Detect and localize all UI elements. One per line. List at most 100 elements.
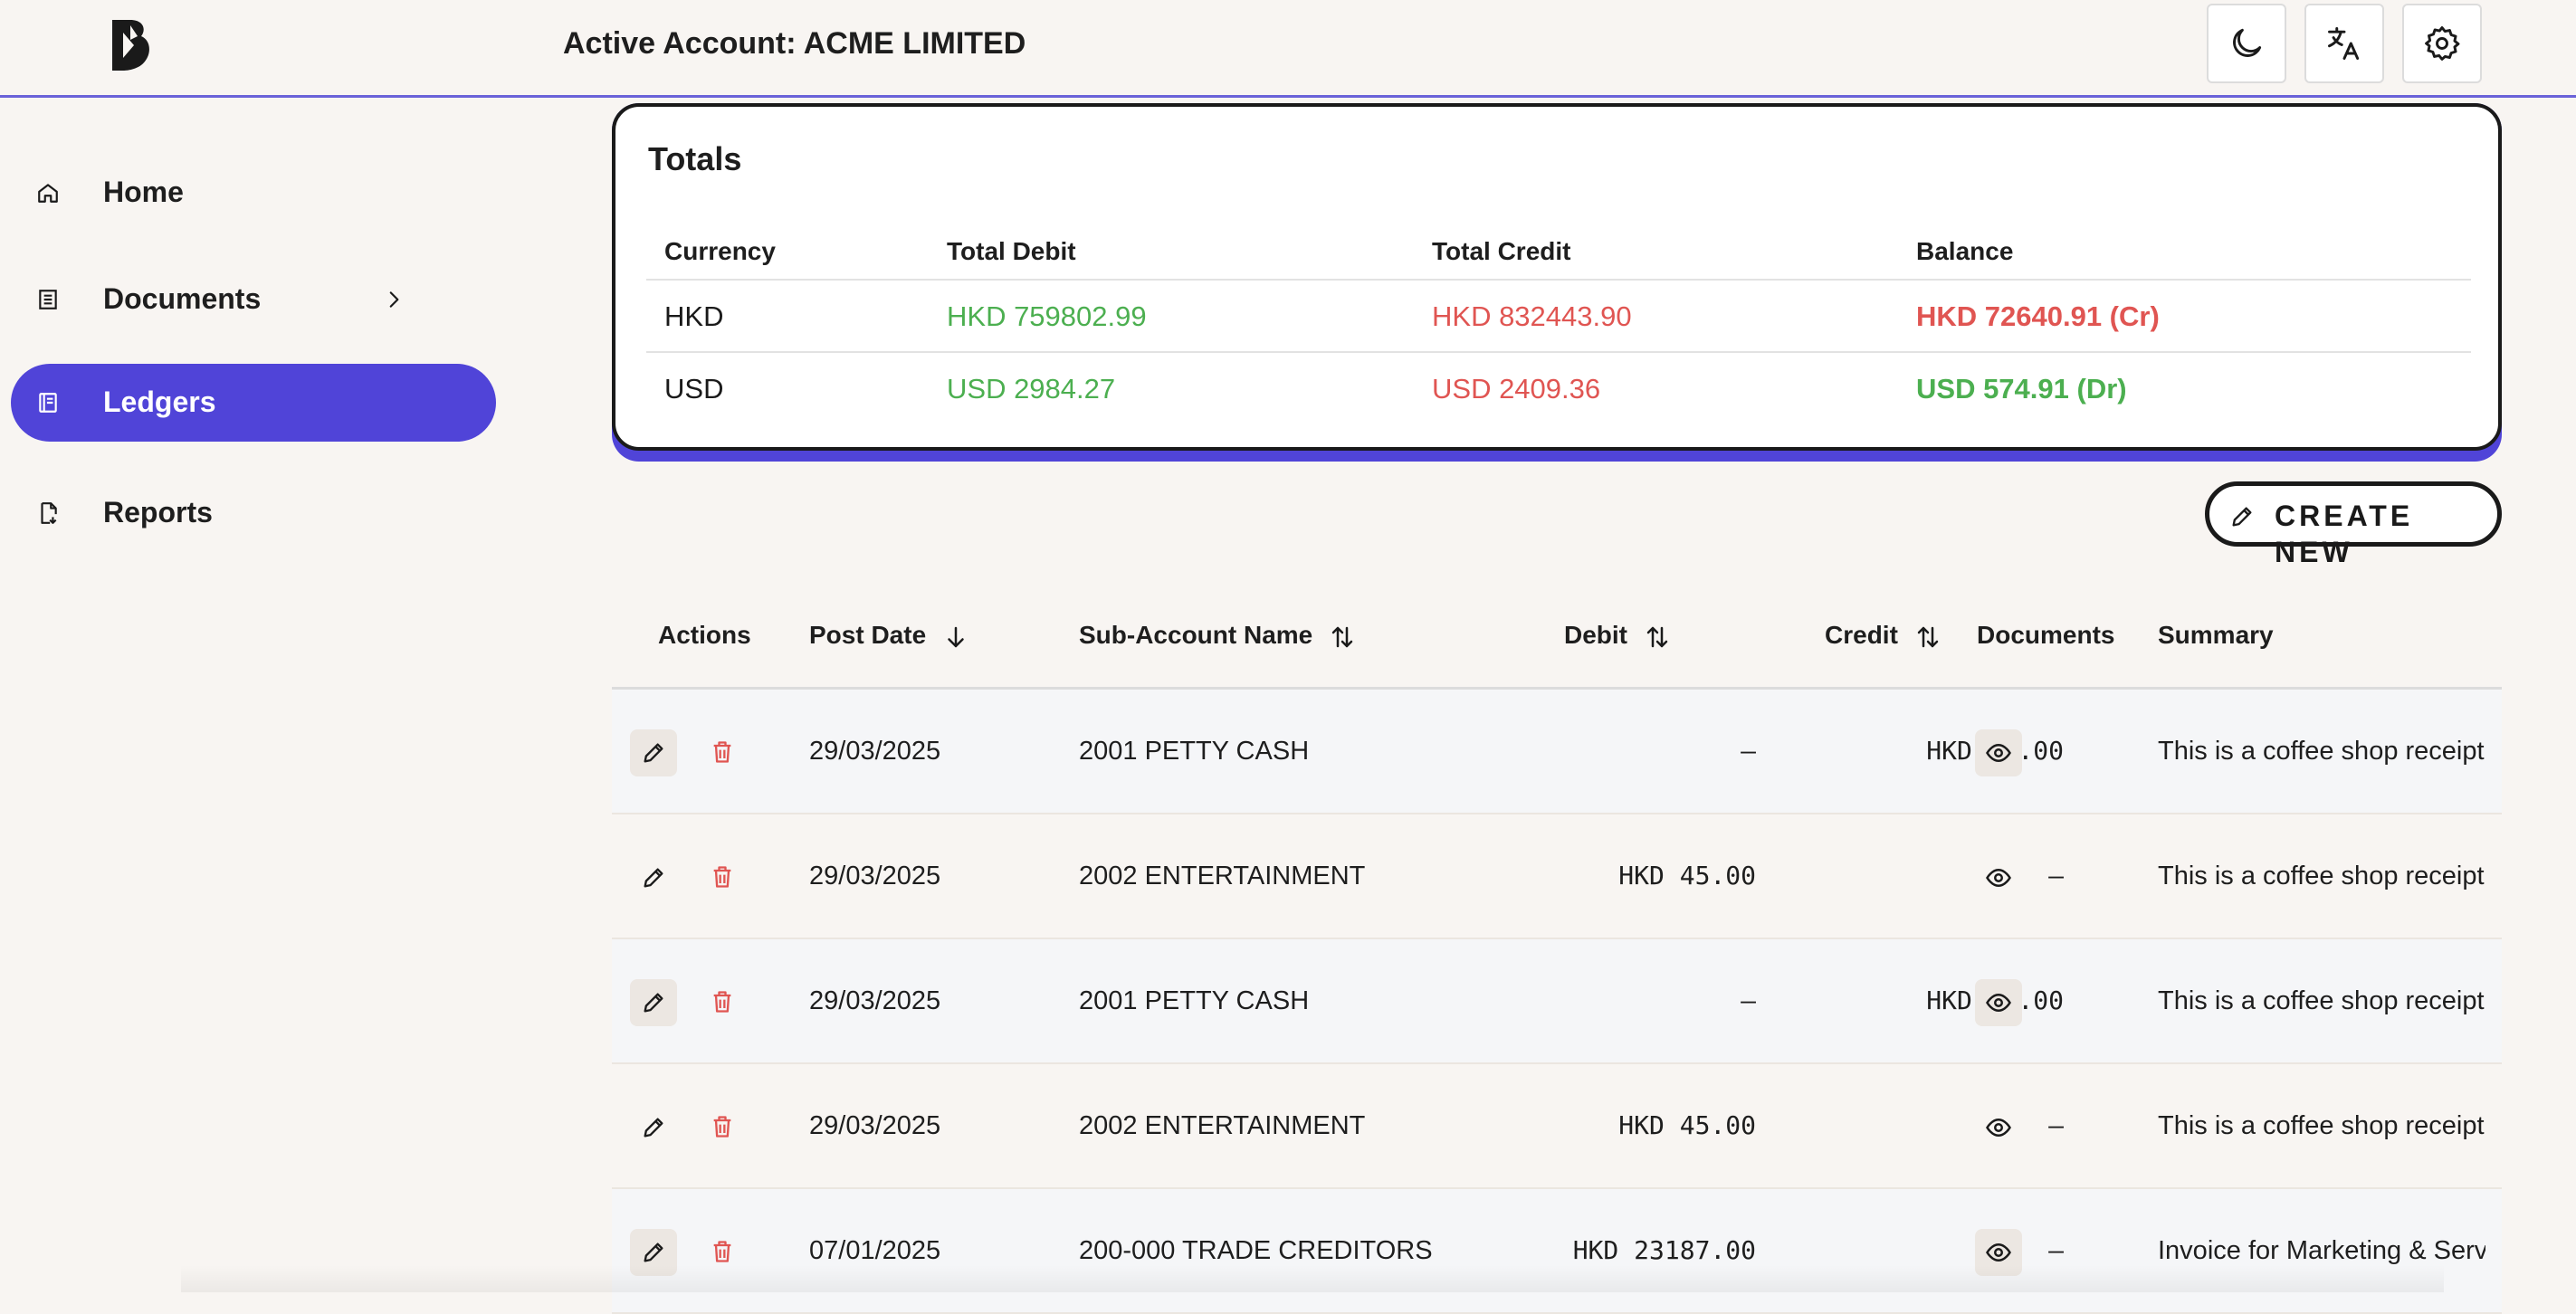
totals-debit: HKD 759802.99 (947, 300, 1147, 332)
header-post-date[interactable]: Post Date (809, 617, 969, 653)
eye-icon (1985, 864, 2012, 891)
header-sub-account-label: Sub-Account Name (1079, 621, 1313, 649)
view-documents-button[interactable] (1975, 854, 2022, 901)
ledger-table-header: Actions Post Date Sub-Account Name Debit… (612, 590, 2502, 690)
sidebar-item-ledgers[interactable]: Ledgers (11, 364, 496, 442)
header-credit[interactable]: Credit (1825, 617, 1942, 653)
scroll-shadow (181, 1265, 2444, 1292)
pencil-icon (641, 1115, 666, 1140)
summary-cell: This is a coffee shop receipt (2158, 1111, 2485, 1140)
delete-button[interactable] (710, 863, 735, 890)
sort-icon[interactable] (1914, 622, 1942, 652)
header-actions: Actions (658, 621, 751, 649)
dark-mode-button[interactable] (2207, 4, 2286, 83)
eye-icon (1985, 1239, 2012, 1266)
post-date-cell: 07/01/2025 (809, 1236, 941, 1265)
pencil-icon (641, 865, 666, 890)
view-documents-button[interactable] (1975, 729, 2022, 776)
edit-button[interactable] (630, 979, 677, 1026)
summary-cell: This is a coffee shop receipt (2158, 986, 2485, 1015)
sidebar-item-label: Home (103, 176, 184, 208)
table-row: 29/03/2025 2002 ENTERTAINMENT HKD 45.00 … (612, 1064, 2502, 1189)
header-credit-label: Credit (1825, 621, 1898, 649)
trash-icon (710, 988, 735, 1015)
moon-icon (2227, 24, 2266, 63)
view-documents-button[interactable] (1975, 979, 2022, 1026)
totals-currency: USD (664, 373, 724, 405)
edit-button[interactable] (630, 854, 677, 901)
debit-cell: HKD 45.00 (1618, 1110, 1756, 1140)
create-new-button[interactable]: CREATE NEW (2205, 481, 2502, 568)
totals-title: Totals (648, 140, 742, 177)
edit-button[interactable] (630, 1229, 677, 1276)
sub-account-cell: 2002 ENTERTAINMENT (1079, 1111, 1366, 1140)
sub-account-cell: 200-000 TRADE CREDITORS (1079, 1236, 1433, 1265)
create-new-label: CREATE NEW (2275, 500, 2414, 568)
pencil-icon (641, 740, 666, 766)
delete-button[interactable] (710, 1113, 735, 1140)
settings-button[interactable] (2402, 4, 2482, 83)
header-summary: Summary (2158, 621, 2274, 649)
pencil-icon (641, 1240, 666, 1265)
debit-cell: HKD 45.00 (1618, 861, 1756, 890)
top-bar: Active Account: ACME LIMITED (0, 0, 2576, 98)
delete-button[interactable] (710, 738, 735, 766)
debit-cell: – (1741, 986, 1756, 1015)
sidebar-item-label: Reports (103, 496, 213, 528)
trash-icon (710, 1238, 735, 1265)
delete-button[interactable] (710, 1238, 735, 1265)
edit-button[interactable] (630, 729, 677, 776)
eye-icon (1985, 739, 2012, 766)
translate-icon (2324, 24, 2364, 63)
trash-icon (710, 738, 735, 766)
sidebar-item-label: Ledgers (103, 386, 216, 418)
summary-cell: Invoice for Marketing & Services (2158, 1236, 2485, 1265)
summary-cell: This is a coffee shop receipt (2158, 737, 2485, 766)
post-date-cell: 29/03/2025 (809, 862, 941, 890)
eye-icon (1985, 1114, 2012, 1141)
header-debit[interactable]: Debit (1564, 617, 1671, 653)
header-documents: Documents (1977, 621, 2115, 649)
pencil-icon (641, 990, 666, 1015)
sub-account-cell: 2001 PETTY CASH (1079, 986, 1310, 1015)
totals-currency: HKD (664, 300, 724, 332)
view-documents-button[interactable] (1975, 1104, 2022, 1151)
sort-icon[interactable] (1329, 622, 1356, 652)
trash-icon (710, 1113, 735, 1140)
totals-row: HKD HKD 759802.99 HKD 832443.90 HKD 7264… (646, 281, 2471, 353)
post-date-cell: 29/03/2025 (809, 737, 941, 766)
totals-balance: USD 574.91 (Dr) (1916, 373, 2127, 405)
header-post-date-label: Post Date (809, 621, 927, 649)
totals-header-credit: Total Credit (1432, 237, 1571, 265)
edit-button[interactable] (630, 1104, 677, 1151)
totals-debit: USD 2984.27 (947, 373, 1116, 405)
language-button[interactable] (2304, 4, 2384, 83)
totals-card: Totals Currency Total Debit Total Credit… (612, 103, 2502, 451)
totals-credit: USD 2409.36 (1432, 373, 1601, 405)
debit-cell: HKD 23187.00 (1572, 1235, 1756, 1265)
totals-header-balance: Balance (1916, 237, 2014, 265)
view-documents-button[interactable] (1975, 1229, 2022, 1276)
sidebar-item-reports[interactable]: Reports (11, 474, 496, 552)
sort-descending-icon[interactable] (942, 622, 969, 652)
totals-header-row: Currency Total Debit Total Credit Balanc… (646, 215, 2471, 281)
header-sub-account[interactable]: Sub-Account Name (1079, 617, 1356, 653)
chevron-right-icon[interactable] (382, 288, 405, 311)
table-row: 07/01/2025 200-000 TRADE CREDITORS HKD 2… (612, 1189, 2502, 1314)
sub-account-cell: 2001 PETTY CASH (1079, 737, 1310, 766)
totals-row: USD USD 2984.27 USD 2409.36 USD 574.91 (… (646, 353, 2471, 425)
reports-icon (36, 501, 60, 525)
totals-credit: HKD 832443.90 (1432, 300, 1632, 332)
delete-button[interactable] (710, 988, 735, 1015)
header-debit-label: Debit (1564, 621, 1627, 649)
table-row: 29/03/2025 2002 ENTERTAINMENT HKD 45.00 … (612, 814, 2502, 939)
sub-account-cell: 2002 ENTERTAINMENT (1079, 862, 1366, 890)
post-date-cell: 29/03/2025 (809, 1111, 941, 1140)
credit-value: – (2048, 1235, 2064, 1265)
sidebar-item-home[interactable]: Home (11, 154, 496, 232)
home-icon (36, 181, 60, 205)
sort-icon[interactable] (1644, 622, 1671, 652)
credit-value: – (2048, 1110, 2064, 1140)
app-logo[interactable] (107, 16, 156, 74)
sidebar-item-documents[interactable]: Documents (11, 261, 496, 338)
